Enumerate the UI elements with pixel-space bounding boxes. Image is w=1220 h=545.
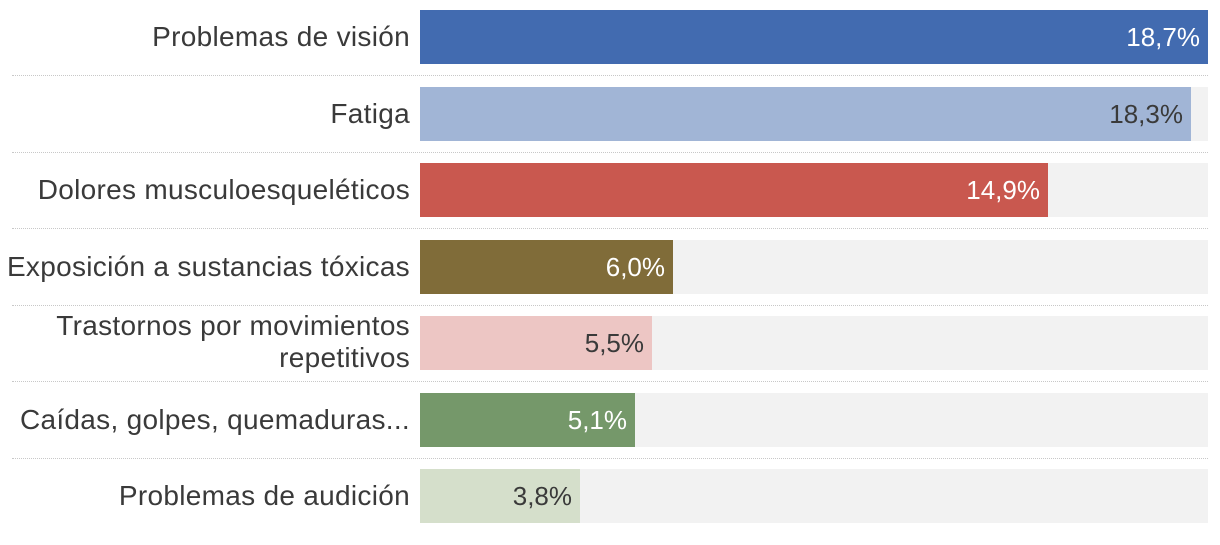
bar-track: 5,1%: [420, 392, 1208, 447]
value-label: 14,9%: [966, 175, 1040, 205]
row-divider: [12, 381, 1208, 382]
row-divider: [12, 151, 1208, 153]
bar: [420, 239, 673, 294]
category-label: Caídas, golpes, quemaduras...: [19, 403, 410, 435]
bar-track: 6,0%: [420, 239, 1208, 294]
bar: [420, 86, 1191, 141]
category-label: Dolores musculoesqueléticos: [37, 174, 410, 205]
value-label: 5,5%: [584, 328, 644, 358]
bar-row: Problemas de visión 18,7%: [0, 10, 1220, 86]
category-label: Exposición a sustancias tóxicas: [6, 250, 410, 282]
bar-track: 3,8%: [420, 469, 1208, 523]
bar: [420, 392, 635, 447]
value-label: 5,1%: [567, 404, 627, 435]
bar-row: Problemas de audición 3,8%: [0, 469, 1220, 545]
bar-row: Exposición a sustancias tóxicas 6,0%: [0, 239, 1220, 316]
bar: [420, 10, 1208, 64]
bar: [420, 469, 580, 523]
value-label: 18,7%: [1126, 22, 1200, 52]
bar-row: Dolores musculoesqueléticos 14,9%: [0, 163, 1220, 239]
bar-row: Caídas, golpes, quemaduras... 5,1%: [0, 392, 1220, 469]
category-label: Problemas de audición: [118, 480, 410, 511]
bar-row: Trastornos por movimientos repetitivos 5,5…: [0, 310, 1220, 392]
bar-track: 18,7%: [420, 10, 1208, 64]
category-label: Problemas de visión: [152, 21, 410, 52]
value-label: 6,0%: [605, 251, 665, 282]
bar: [420, 163, 1048, 217]
value-label: 18,3%: [1109, 98, 1183, 129]
bar-track: 5,5%: [420, 316, 1208, 370]
row-divider: [12, 304, 1208, 306]
value-label: 3,8%: [512, 481, 572, 511]
category-label: Fatiga: [330, 97, 410, 129]
row-divider: [12, 228, 1208, 229]
bar: [420, 316, 652, 370]
bar-track: 14,9%: [420, 163, 1208, 217]
category-label: Trastornos por movimientos repetitivos: [56, 310, 410, 373]
row-divider: [12, 457, 1208, 459]
bar-row: Fatiga 18,3%: [0, 86, 1220, 163]
row-divider: [12, 75, 1208, 76]
bar-track: 18,3%: [420, 86, 1208, 141]
